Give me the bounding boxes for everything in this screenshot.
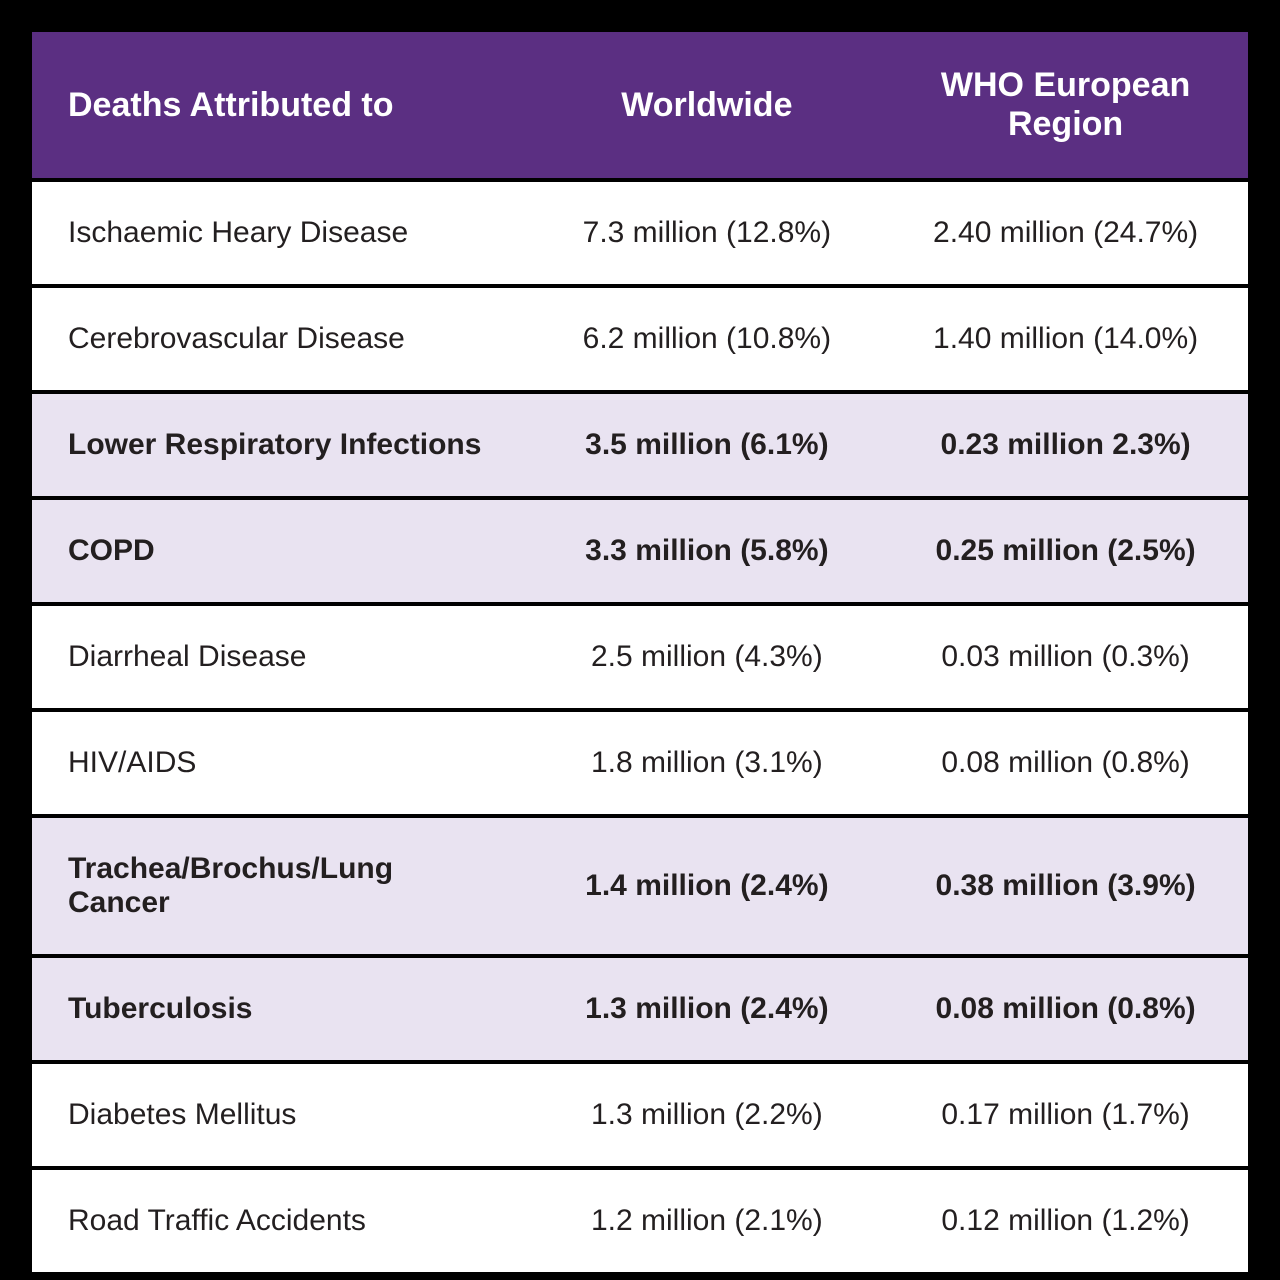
cell-cause: Ischaemic Heary Disease (32, 180, 531, 286)
cell-europe: 2.40 million (24.7%) (883, 180, 1248, 286)
table-row: HIV/AIDS 1.8 million (3.1%) 0.08 million… (32, 710, 1248, 816)
cell-cause: Lower Respiratory Infections (32, 392, 531, 498)
table-row: Cerebrovascular Disease 6.2 million (10.… (32, 286, 1248, 392)
table-row: Tuberculosis 1.3 million (2.4%) 0.08 mil… (32, 956, 1248, 1062)
cell-cause: COPD (32, 498, 531, 604)
cell-europe: 0.17 million (1.7%) (883, 1062, 1248, 1168)
table-row: Road Traffic Accidents 1.2 million (2.1%… (32, 1168, 1248, 1274)
cell-europe: 0.08 million (0.8%) (883, 710, 1248, 816)
cell-europe: 0.08 million (0.8%) (883, 956, 1248, 1062)
cell-worldwide: 3.5 million (6.1%) (531, 392, 884, 498)
cell-cause: HIV/AIDS (32, 710, 531, 816)
cell-europe: 1.40 million (14.0%) (883, 286, 1248, 392)
cell-europe: 0.03 million (0.3%) (883, 604, 1248, 710)
cell-cause: Tuberculosis (32, 956, 531, 1062)
table-frame: Deaths Attributed to Worldwide WHO Europ… (0, 0, 1280, 1280)
cell-worldwide: 1.8 million (3.1%) (531, 710, 884, 816)
cell-europe: 0.23 million 2.3%) (883, 392, 1248, 498)
cell-worldwide: 7.3 million (12.8%) (531, 180, 884, 286)
cell-worldwide: 2.5 million (4.3%) (531, 604, 884, 710)
table-row: Trachea/Brochus/Lung Cancer 1.4 million … (32, 816, 1248, 956)
col-header-worldwide: Worldwide (531, 32, 884, 180)
table-row: Diarrheal Disease 2.5 million (4.3%) 0.0… (32, 604, 1248, 710)
cell-worldwide: 3.3 million (5.8%) (531, 498, 884, 604)
cell-worldwide: 1.4 million (2.4%) (531, 816, 884, 956)
table-row: Ischaemic Heary Disease 7.3 million (12.… (32, 180, 1248, 286)
cell-cause: Road Traffic Accidents (32, 1168, 531, 1274)
cell-europe: 0.25 million (2.5%) (883, 498, 1248, 604)
table-header-row: Deaths Attributed to Worldwide WHO Europ… (32, 32, 1248, 180)
cell-europe: 0.12 million (1.2%) (883, 1168, 1248, 1274)
cell-worldwide: 1.3 million (2.2%) (531, 1062, 884, 1168)
cell-cause: Cerebrovascular Disease (32, 286, 531, 392)
col-header-cause: Deaths Attributed to (32, 32, 531, 180)
cell-cause: Diarrheal Disease (32, 604, 531, 710)
cell-europe: 0.38 million (3.9%) (883, 816, 1248, 956)
table-row: Lower Respiratory Infections 3.5 million… (32, 392, 1248, 498)
cell-worldwide: 1.3 million (2.4%) (531, 956, 884, 1062)
cell-cause: Trachea/Brochus/Lung Cancer (32, 816, 531, 956)
col-header-europe: WHO European Region (883, 32, 1248, 180)
cell-worldwide: 6.2 million (10.8%) (531, 286, 884, 392)
cell-worldwide: 1.2 million (2.1%) (531, 1168, 884, 1274)
table-row: COPD 3.3 million (5.8%) 0.25 million (2.… (32, 498, 1248, 604)
table-row: Diabetes Mellitus 1.3 million (2.2%) 0.1… (32, 1062, 1248, 1168)
deaths-table: Deaths Attributed to Worldwide WHO Europ… (32, 32, 1248, 1276)
cell-cause: Diabetes Mellitus (32, 1062, 531, 1168)
